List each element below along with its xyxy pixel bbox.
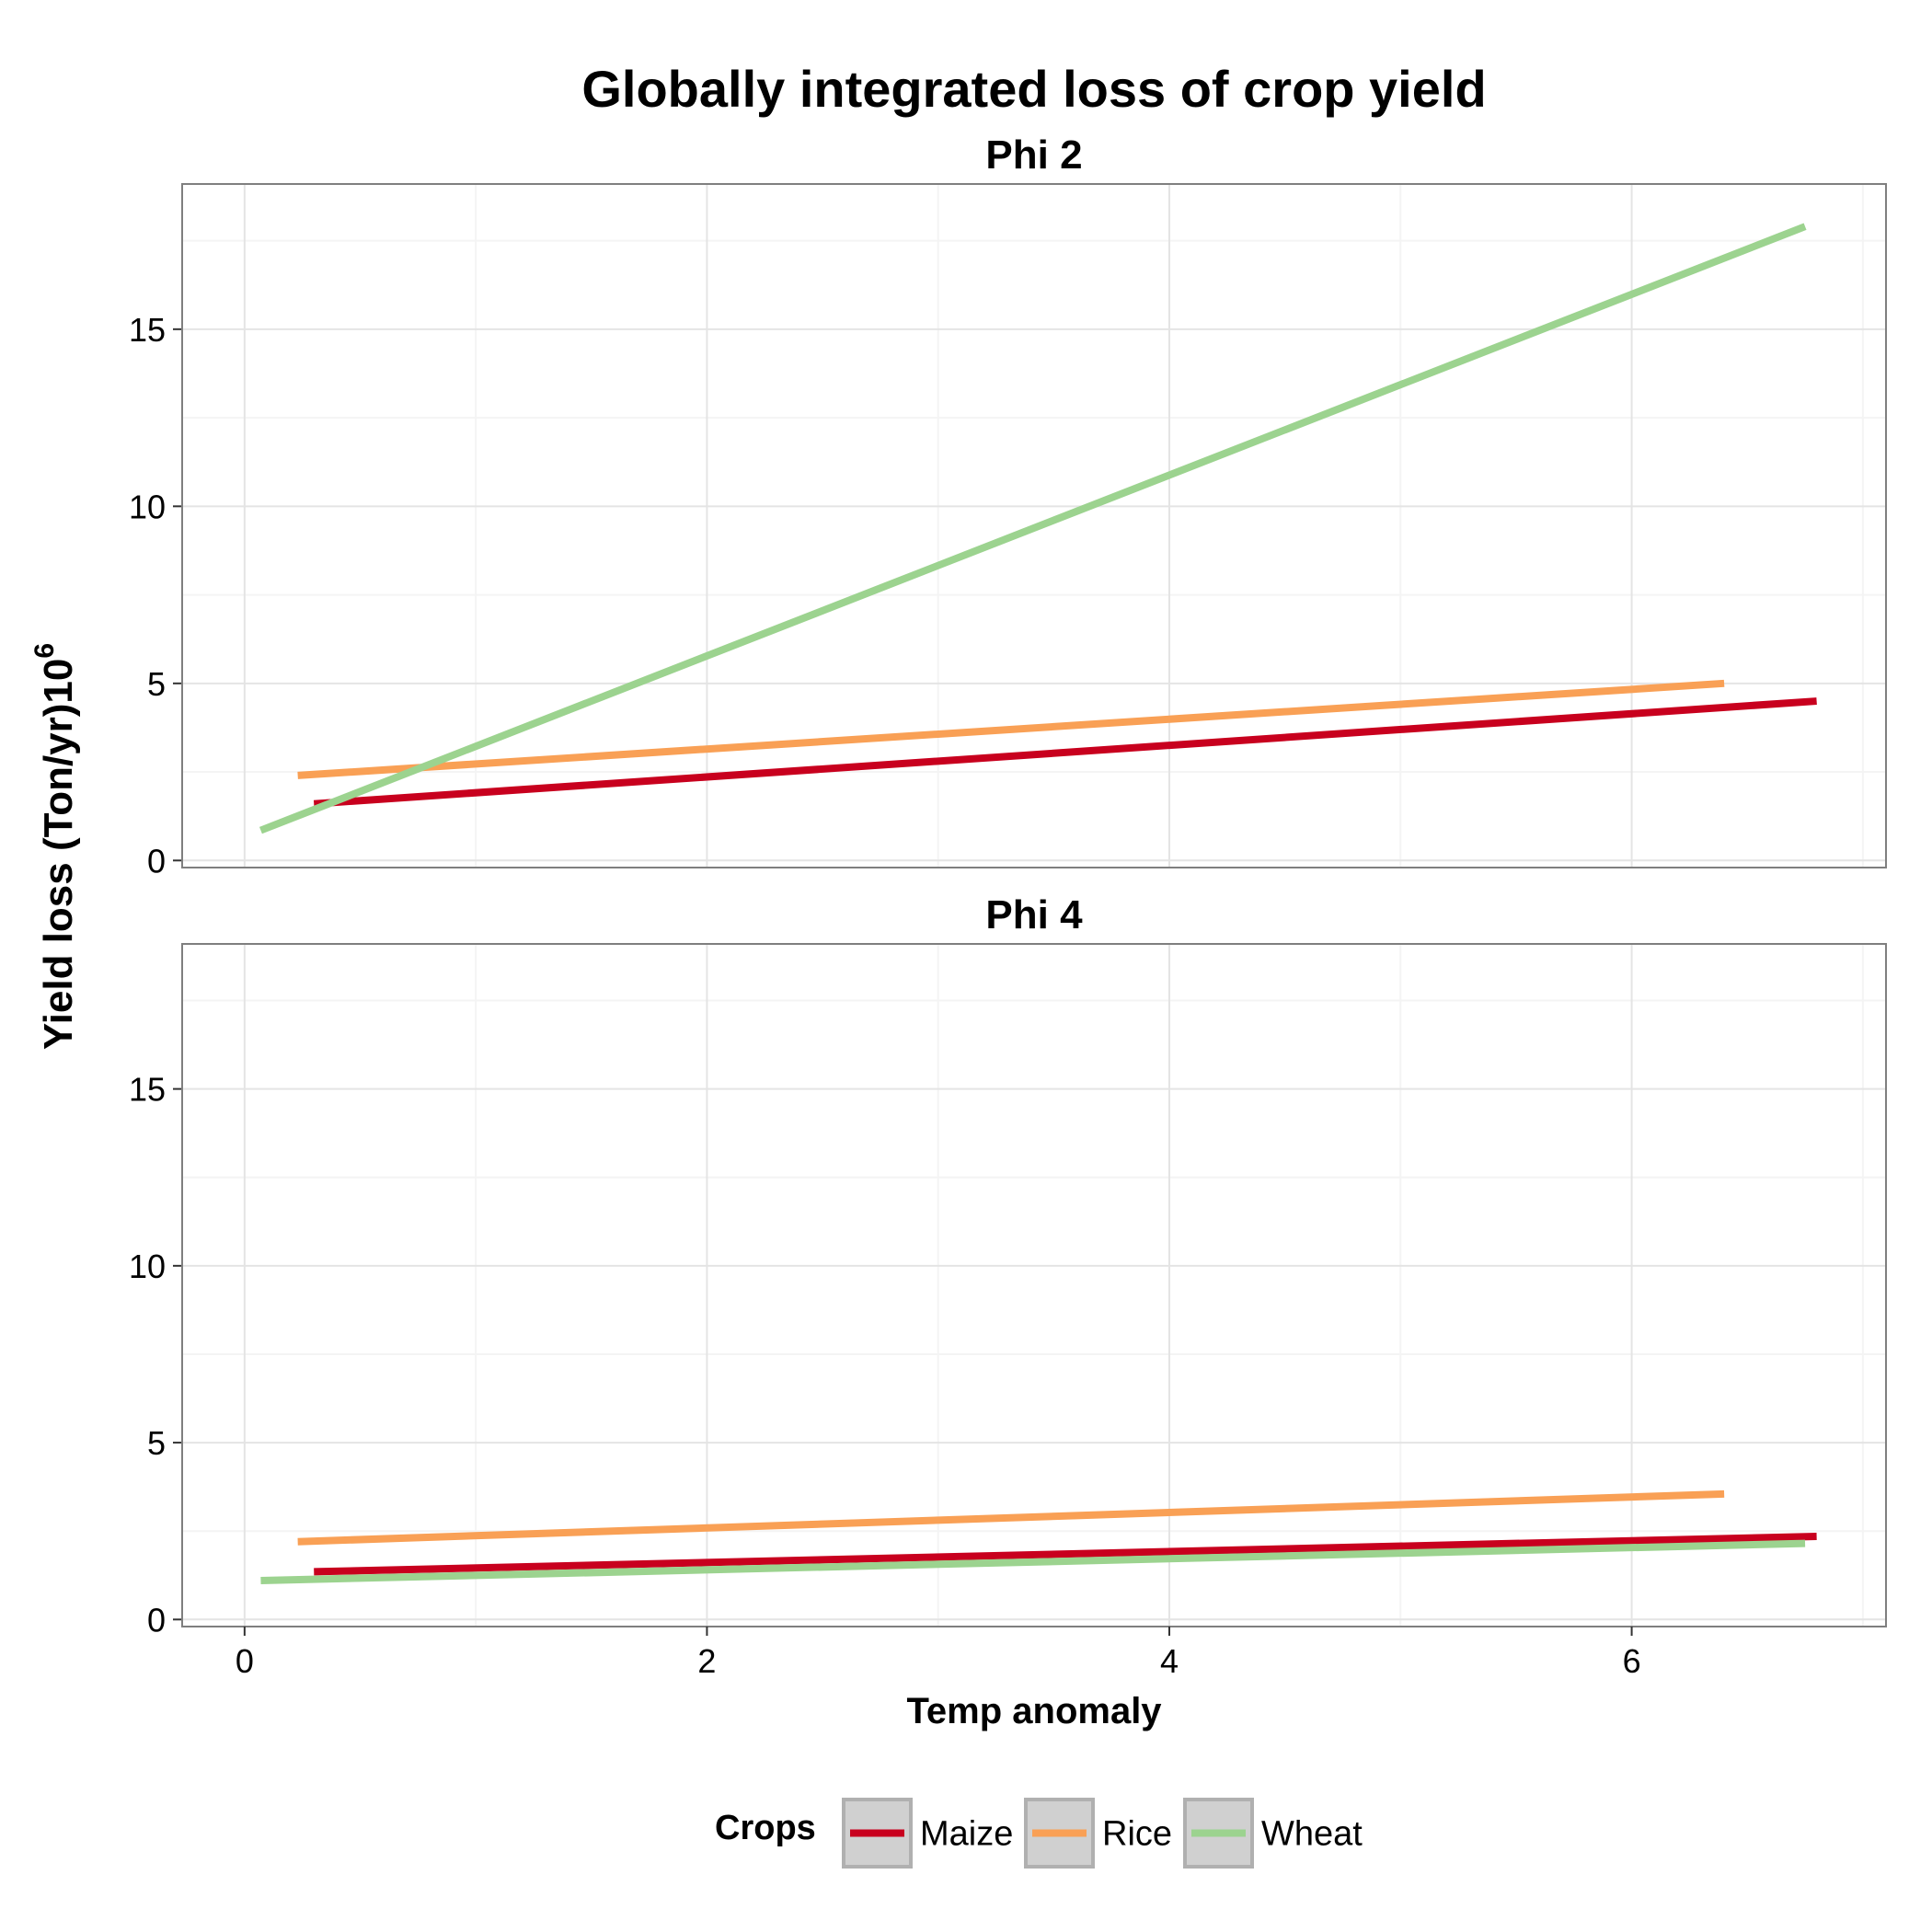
facet-label-phi-2: Phi 2 <box>985 132 1082 178</box>
y-tick-label: 5 <box>147 1424 166 1462</box>
series-line-wheat <box>259 223 1807 834</box>
panel-border <box>181 943 1887 1627</box>
legend: Crops Maize Rice Wheat <box>715 1798 1363 1869</box>
y-tick-label: 10 <box>129 1248 166 1285</box>
y-tick-label: 5 <box>147 665 166 703</box>
y-axis-label-superscript: 6 <box>29 643 60 659</box>
x-tick-label: 6 <box>1623 1642 1641 1680</box>
x-tick-label: 2 <box>697 1642 716 1680</box>
y-tick-label: 15 <box>129 1071 166 1109</box>
facet-panel-phi-4: 0 5 10 15 0 2 4 6 <box>129 943 1887 1680</box>
series-line-maize <box>314 1532 1817 1576</box>
series-line-rice <box>297 679 1725 779</box>
x-axis-label: Temp anomaly <box>906 1691 1162 1731</box>
x-tick-label: 0 <box>236 1642 254 1680</box>
legend-label-rice: Rice <box>1102 1815 1172 1854</box>
legend-title: Crops <box>715 1809 816 1847</box>
series-line-wheat <box>260 1539 1806 1585</box>
panel-border <box>181 183 1887 868</box>
x-tick-label: 4 <box>1160 1642 1179 1680</box>
y-tick-label: 0 <box>147 1601 166 1639</box>
series-line-maize <box>313 697 1817 808</box>
y-tick-label: 10 <box>129 488 166 525</box>
facet-panel-phi-2: 0 5 10 15 <box>129 183 1887 880</box>
plot-background <box>182 944 1886 1627</box>
y-axis-label: Yield loss (Ton/yr)106 <box>29 643 81 1050</box>
series-line-rice <box>297 1489 1725 1546</box>
chart-title: Globally integrated loss of crop yield <box>581 60 1486 118</box>
legend-label-wheat: Wheat <box>1261 1815 1363 1854</box>
legend-label-maize: Maize <box>920 1815 1013 1854</box>
y-tick-label: 0 <box>147 842 166 880</box>
facet-label-phi-4: Phi 4 <box>985 892 1083 937</box>
y-axis-label-main: Yield loss (Ton/yr)10 <box>36 659 81 1050</box>
y-tick-label: 15 <box>129 311 166 349</box>
